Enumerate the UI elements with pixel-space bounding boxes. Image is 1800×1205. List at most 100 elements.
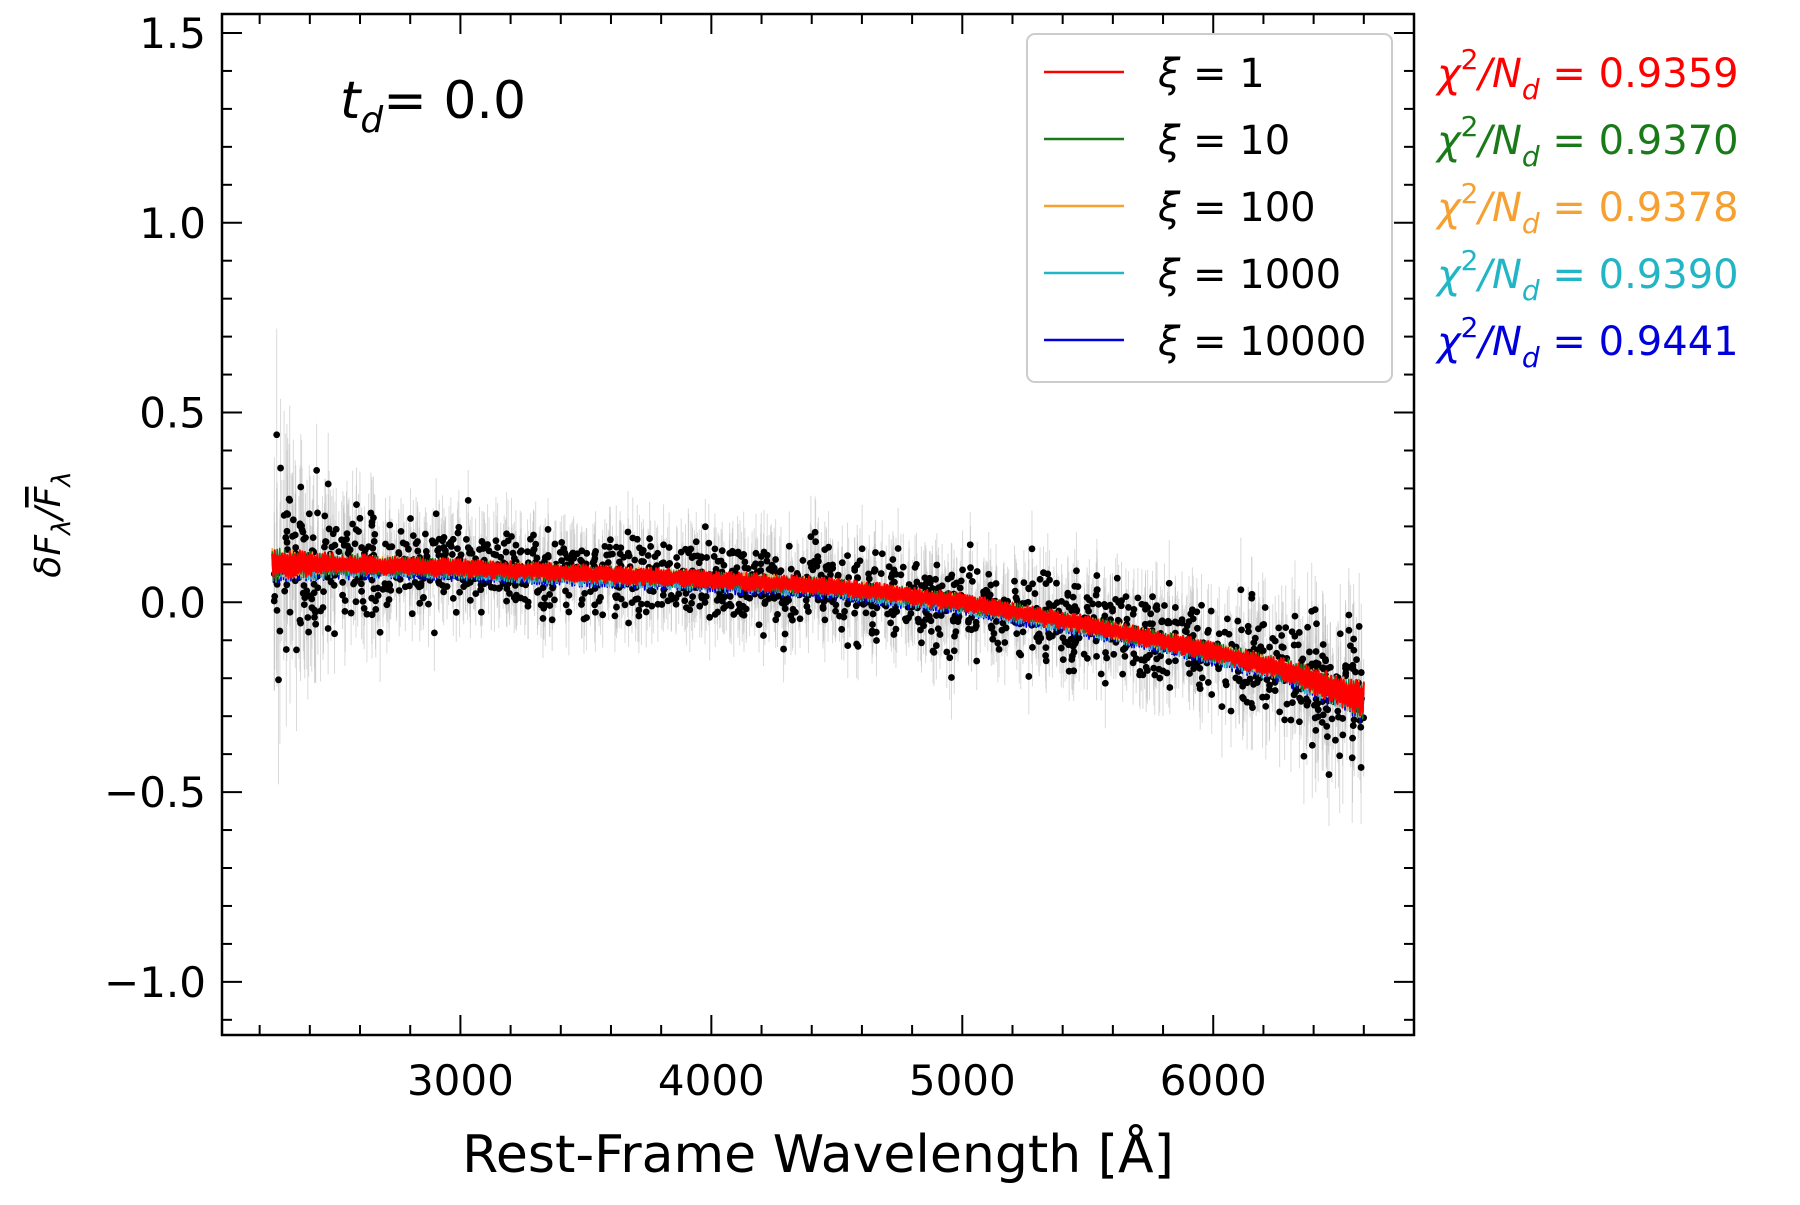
data-point (1063, 639, 1071, 646)
data-point (539, 615, 547, 622)
data-point (1070, 667, 1078, 675)
data-point (324, 480, 332, 488)
data-point (889, 556, 897, 563)
model-line-1 (271, 549, 1365, 717)
data-point (386, 521, 394, 529)
data-point (950, 581, 958, 589)
data-point (275, 676, 282, 684)
data-point (1118, 597, 1125, 605)
data-point (613, 603, 620, 611)
data-point (435, 580, 443, 587)
data-point (851, 609, 859, 617)
data-point (1240, 695, 1247, 702)
data-point (385, 596, 393, 603)
data-point (524, 602, 532, 610)
data-point (1025, 673, 1033, 680)
data-point (1304, 698, 1312, 706)
data-point (606, 551, 614, 558)
data-point (566, 554, 574, 562)
data-point (540, 603, 548, 611)
data-point (796, 615, 804, 623)
data-point (692, 538, 700, 546)
model-lines-layer (271, 547, 1365, 723)
data-point (971, 624, 979, 632)
data-point (565, 591, 573, 599)
data-point (930, 649, 938, 656)
data-point (1053, 579, 1060, 587)
data-point (587, 588, 594, 596)
data-point (1122, 593, 1130, 600)
chi2-label-1000: χ2/Nd = 0.9390 (1435, 244, 1739, 307)
legend-value: = 10 (1180, 118, 1290, 164)
data-point (899, 563, 907, 571)
data-point (1223, 615, 1231, 623)
data-point (422, 548, 430, 555)
data-point (376, 628, 384, 636)
data-point (907, 610, 915, 617)
data-point (484, 541, 491, 548)
data-point (1189, 615, 1197, 623)
data-point (1261, 604, 1269, 611)
data-point (1308, 741, 1316, 749)
data-point (1109, 607, 1116, 615)
data-point (946, 654, 954, 662)
data-point (889, 611, 897, 619)
data-point (357, 580, 365, 588)
data-point (1257, 643, 1265, 651)
data-point (854, 574, 862, 582)
x-axis-label: Rest-Frame Wavelength [Å] (462, 1123, 1174, 1185)
annotation-t: t (340, 71, 362, 131)
data-point (372, 606, 380, 613)
data-point (551, 596, 558, 604)
data-point (1345, 663, 1352, 671)
data-point (1161, 602, 1168, 609)
data-point (1152, 647, 1159, 655)
data-point (296, 616, 304, 624)
data-point (532, 540, 540, 548)
data-point (665, 544, 673, 551)
data-point (938, 582, 946, 590)
data-point (967, 564, 974, 572)
data-point (583, 549, 591, 557)
data-point (872, 628, 880, 636)
data-point (753, 568, 761, 576)
chi2-sub: d (1522, 274, 1540, 307)
data-point (407, 515, 414, 522)
data-point (1048, 632, 1056, 640)
data-point (706, 613, 714, 621)
data-point (871, 566, 879, 573)
plot-border (220, 12, 1416, 1037)
data-point (454, 545, 461, 553)
data-point (340, 541, 348, 549)
data-point (936, 631, 944, 638)
data-point (383, 601, 391, 609)
data-point (283, 527, 291, 535)
chi2-exp: 2 (1461, 244, 1479, 277)
chi2-exp: 2 (1461, 177, 1479, 210)
data-point (544, 526, 552, 533)
data-point (1171, 604, 1179, 611)
data-point (624, 549, 632, 557)
data-point (696, 602, 704, 610)
data-point (286, 496, 294, 504)
data-point (1193, 608, 1201, 616)
data-point (422, 530, 429, 538)
legend-xi: ξ (1157, 185, 1181, 231)
data-point (1355, 623, 1363, 630)
data-point (987, 581, 995, 589)
data-point (491, 584, 498, 592)
data-point (672, 600, 680, 608)
data-point (948, 571, 956, 579)
data-point (878, 550, 886, 558)
data-point (1350, 635, 1358, 643)
data-point (741, 558, 749, 566)
data-point (992, 580, 1000, 587)
data-point (1183, 628, 1190, 636)
data-point (768, 561, 776, 569)
data-point (370, 514, 377, 522)
data-point (448, 551, 456, 558)
data-point (534, 588, 541, 596)
y-tick-label: 1.0 (139, 199, 206, 248)
data-point (852, 602, 860, 610)
data-point (456, 588, 464, 596)
